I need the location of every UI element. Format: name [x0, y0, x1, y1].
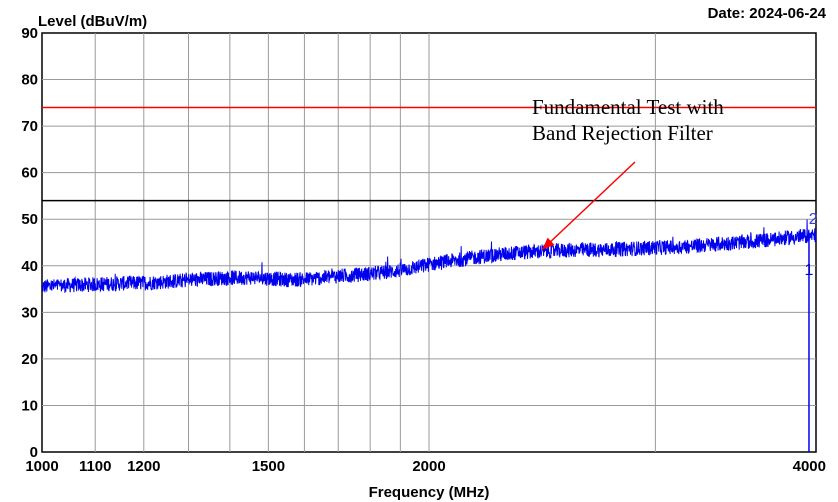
x-axis-label: Frequency (MHz) [369, 484, 490, 501]
y-tick-label: 90 [21, 25, 38, 42]
y-tick-label: 60 [21, 165, 38, 182]
x-tick-labels: 1000 1100 1200 1500 2000 4000 [25, 458, 826, 475]
marker-label: 1 [805, 262, 814, 279]
annotation-text: Fundamental Test with [532, 95, 724, 119]
x-tick-label: 1000 [25, 458, 58, 475]
traces [41, 219, 817, 293]
y-axis-label: Level (dBuV/m) [38, 13, 147, 30]
limit-lines [42, 106, 816, 202]
y-tick-label: 80 [21, 72, 38, 89]
marker-label: 2 [809, 211, 818, 228]
markers: 12 [805, 211, 818, 452]
y-tick-label: 70 [21, 118, 38, 135]
y-tick-labels: 0 10 20 30 40 50 60 70 80 90 [21, 25, 38, 461]
date-label: Date: 2024-06-24 [708, 5, 827, 22]
y-tick-label: 20 [21, 351, 38, 368]
y-tick-label: 30 [21, 304, 38, 321]
x-tick-label: 1100 [79, 458, 112, 475]
x-tick-label: 2000 [412, 458, 445, 475]
x-tick-label: 4000 [793, 458, 826, 475]
y-tick-label: 50 [21, 211, 38, 228]
y-tick-label: 0 [30, 444, 38, 461]
y-tick-label: 40 [21, 258, 38, 275]
annotation-text: Band Rejection Filter [532, 121, 713, 145]
x-tick-label: 1500 [252, 458, 285, 475]
annotation-arrowhead [542, 237, 555, 250]
x-tick-label: 1200 [127, 458, 160, 475]
y-tick-label: 10 [21, 397, 38, 414]
annotation-arrow [541, 161, 636, 251]
measurement-trace [41, 219, 817, 293]
